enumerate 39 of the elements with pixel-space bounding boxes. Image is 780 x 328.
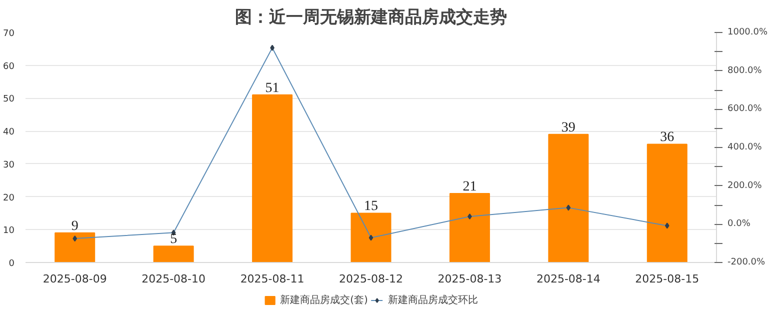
bar	[252, 94, 293, 262]
y2-tick-label: 1000.0%	[728, 28, 768, 38]
data-label: 9	[71, 218, 78, 234]
y-tick-label: 40	[3, 128, 15, 138]
y-tick-label: 30	[3, 160, 15, 170]
y2-tick-label: 400.0%	[728, 142, 762, 152]
bar	[548, 134, 589, 262]
data-label: 51	[265, 80, 280, 96]
y2-tick-label: 800.0%	[728, 66, 762, 76]
y2-tick-label: -200.0%	[728, 258, 766, 268]
data-label: 36	[660, 130, 674, 146]
y-tick-label: 60	[3, 62, 15, 72]
bar	[54, 232, 96, 262]
x-tick-label: 2025-08-12	[339, 272, 403, 286]
x-tick-label: 2025-08-15	[635, 272, 700, 286]
x-tick-label: 2025-08-14	[536, 272, 600, 286]
data-label: 5	[170, 232, 178, 248]
y-tick-label: 70	[3, 29, 15, 39]
legend-label: 新建商品房成交(套)	[280, 294, 368, 307]
y2-tick-label: 0.0%	[728, 219, 751, 230]
x-tick-label: 2025-08-10	[142, 272, 206, 286]
x-tick-label: 2025-08-11	[240, 272, 304, 286]
data-label: 21	[462, 180, 477, 194]
bar	[153, 246, 194, 262]
x-tick-label: 2025-08-13	[438, 272, 502, 286]
data-label: 39	[561, 120, 576, 136]
y-tick-label: 0	[8, 259, 15, 269]
y-tick-label: 20	[3, 193, 15, 204]
data-label: 15	[364, 199, 378, 214]
chart-title: 图：近一周无锡新建商品房成交走势	[235, 8, 507, 28]
legend-label: 新建商品房成交环比	[388, 294, 478, 307]
bar	[350, 212, 392, 262]
y2-tick-label: 200.0%	[728, 180, 762, 191]
y2-tick-label: 600.0%	[728, 104, 762, 114]
bar	[646, 144, 688, 262]
y-tick-label: 50	[3, 94, 15, 105]
y-tick-label: 10	[3, 226, 15, 236]
bar	[449, 193, 490, 262]
x-tick-label: 2025-08-09	[42, 272, 107, 286]
